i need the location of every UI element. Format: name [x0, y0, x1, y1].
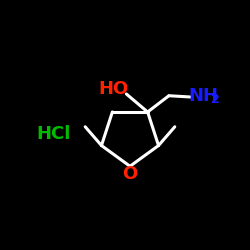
Text: 2: 2	[211, 94, 220, 106]
Text: HO: HO	[98, 80, 128, 98]
Text: HCl: HCl	[36, 125, 71, 143]
Text: NH: NH	[188, 87, 218, 105]
Text: O: O	[122, 165, 138, 183]
